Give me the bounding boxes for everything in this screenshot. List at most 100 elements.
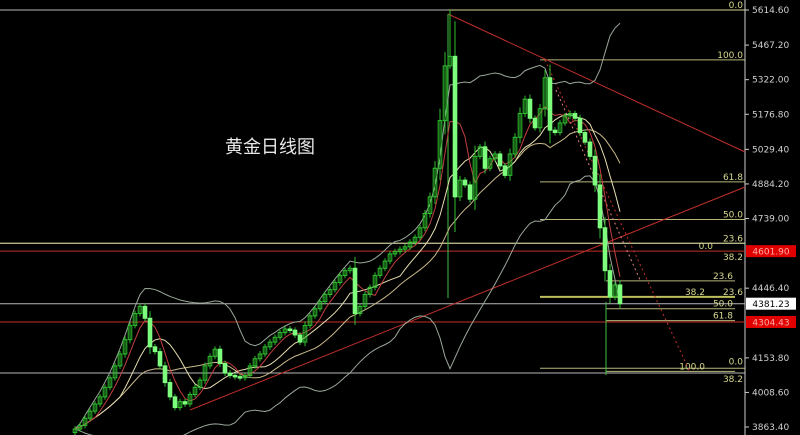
- y-tick-label: 4153.80: [752, 354, 789, 364]
- candle: [477, 143, 483, 160]
- candle: [97, 393, 103, 407]
- candle: [187, 391, 193, 407]
- candle-body: [522, 98, 528, 114]
- candle-body: [467, 184, 473, 200]
- candle-body: [287, 328, 293, 331]
- candle-body: [367, 286, 373, 295]
- candle-body: [87, 410, 93, 419]
- candle-body: [372, 274, 378, 288]
- candle: [607, 264, 613, 304]
- candle-body: [117, 353, 123, 367]
- candle: [142, 303, 148, 322]
- candle: [197, 377, 203, 391]
- candle: [147, 311, 153, 354]
- candle-body: [402, 246, 408, 250]
- candle: [572, 110, 578, 122]
- candle: [457, 175, 463, 201]
- candle-body: [297, 334, 303, 343]
- y-tick-label: 4884.20: [752, 180, 789, 190]
- projection-line: [544, 59, 691, 373]
- candle: [587, 138, 593, 160]
- candle: [352, 256, 358, 325]
- candle: [157, 348, 163, 370]
- candle: [72, 426, 78, 435]
- candle: [592, 149, 598, 193]
- candle-body: [497, 153, 503, 167]
- candle-body: [172, 396, 178, 409]
- candle-body: [207, 355, 213, 367]
- candle-body: [602, 227, 608, 272]
- candle: [532, 115, 538, 131]
- candle: [447, 10, 453, 69]
- fib-label: 23.6: [713, 272, 733, 282]
- candle-body: [587, 141, 593, 157]
- candle: [537, 103, 543, 133]
- candle: [257, 351, 263, 362]
- fib-label: 50.0: [723, 210, 743, 220]
- candle: [347, 265, 353, 274]
- candle: [262, 343, 268, 357]
- candle: [487, 155, 493, 172]
- candle: [247, 363, 253, 379]
- candle-body: [122, 339, 128, 355]
- candle-body: [272, 336, 278, 343]
- candle: [452, 21, 458, 232]
- candle-body: [547, 77, 553, 131]
- y-tick-label: 5029.40: [752, 145, 789, 155]
- candle: [602, 217, 608, 282]
- candle: [557, 120, 563, 136]
- fib-label: 0.0: [729, 357, 744, 367]
- y-tick-label: 5614.60: [752, 6, 789, 16]
- price-tag-box: [746, 315, 796, 328]
- candle: [402, 243, 408, 253]
- candle-body: [542, 77, 548, 110]
- fib-label: 61.8: [713, 312, 733, 322]
- candle-body: [472, 155, 478, 200]
- candle: [162, 361, 168, 387]
- candle: [267, 339, 273, 350]
- candle: [242, 372, 248, 381]
- candle-body: [612, 284, 618, 298]
- candle-body: [577, 117, 583, 134]
- candle: [542, 70, 548, 117]
- y-tick-label: 3863.40: [752, 423, 789, 433]
- price-tag-label: 4601.90: [752, 248, 789, 258]
- candle: [192, 384, 198, 398]
- candle-body: [317, 301, 323, 310]
- candle-body: [237, 376, 243, 379]
- candle-body: [102, 386, 108, 398]
- candle-body: [132, 313, 138, 326]
- candle: [112, 362, 118, 381]
- candle-body: [267, 341, 273, 348]
- candle: [227, 370, 233, 379]
- candle-body: [252, 358, 258, 367]
- candle: [472, 145, 478, 210]
- candle: [597, 174, 603, 239]
- y-tick-label: 5467.20: [752, 41, 789, 51]
- candle: [137, 303, 143, 317]
- candle: [212, 346, 218, 360]
- candle-body: [322, 293, 328, 303]
- candle: [117, 351, 123, 369]
- candle: [202, 362, 208, 384]
- fib-label: 100.0: [679, 362, 705, 372]
- candle: [322, 291, 328, 305]
- candle-body: [392, 251, 398, 255]
- candle-body: [337, 274, 343, 284]
- price-tag-label: 4381.23: [752, 300, 789, 310]
- candle: [437, 108, 443, 181]
- candle: [182, 398, 188, 407]
- candle: [382, 258, 388, 272]
- candle: [462, 177, 468, 188]
- candle: [312, 305, 318, 319]
- price-tag-label: 4304.43: [752, 318, 789, 328]
- fib-label: 0.0: [699, 242, 714, 252]
- price-tag-box: [746, 297, 796, 310]
- candle-body: [247, 365, 253, 376]
- y-tick-label: 4739.00: [752, 215, 789, 225]
- candle-body: [307, 315, 313, 326]
- bollinger-upper: [74, 22, 621, 430]
- ma5-line: [74, 105, 621, 430]
- candle: [422, 209, 428, 232]
- candle-body: [487, 158, 493, 169]
